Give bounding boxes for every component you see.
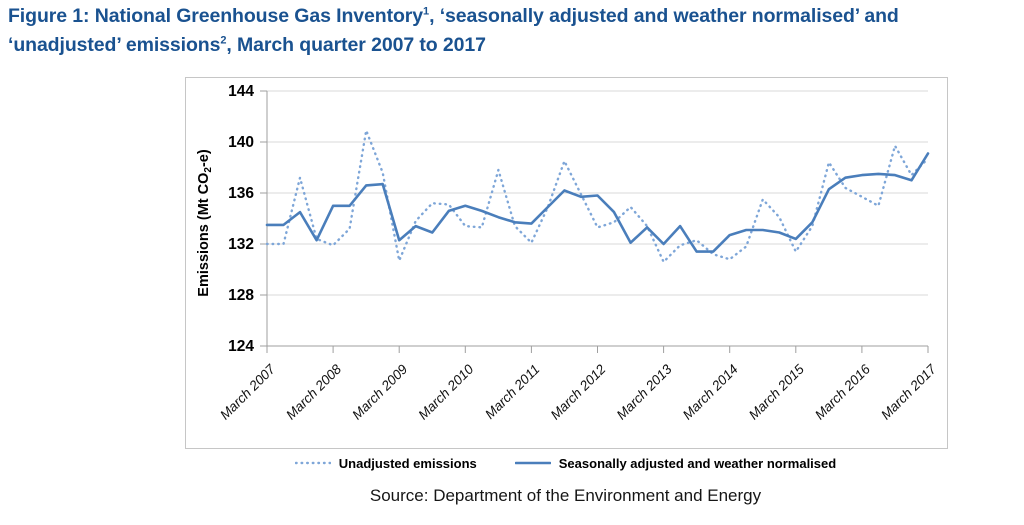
x-tick-label: March 2012 [548,361,609,422]
x-tick-label: March 2017 [878,361,939,422]
footnote-ref-2: 2 [220,34,227,47]
x-tick-label: March 2010 [415,361,476,422]
y-tick-label: 132 [228,236,254,253]
x-tick-label: March 2007 [217,361,278,422]
seasonal-series-line [265,152,930,253]
x-tick-label: March 2016 [812,361,873,422]
figure-title-text: Figure 1: National Greenhouse Gas Invent… [8,5,424,27]
figure-title-text-2: , ‘seasonally adjusted and weather norma… [8,5,899,56]
source-caption: Source: Department of the Environment an… [369,486,762,505]
legend-item-unadjusted: Unadjusted emissions [294,455,477,471]
y-tick-label: 144 [228,83,254,100]
legend-label-seasonal: Seasonally adjusted and weather normalis… [558,455,837,471]
y-tick-label: 124 [228,338,254,355]
figure-title: Figure 1: National Greenhouse Gas Invent… [8,2,1010,60]
x-tick-label: March 2013 [614,361,675,422]
chart-area: 124 128 132 136 140 144 March 2007 March 2008 Ma… [185,77,948,449]
footnote-ref-1: 1 [423,5,430,18]
legend-label-unadjusted: Unadjusted emissions [338,455,477,471]
chart-legend: Unadjusted emissions Seasonally adjusted… [185,453,946,473]
y-tick-label: 128 [228,287,254,304]
y-axis-title: Emissions (Mt CO2-e) [196,149,214,297]
figure-title-text-3: , March quarter 2007 to 2017 [226,34,486,56]
solid-line-swatch [514,461,551,465]
x-tick-label: March 2008 [283,361,344,422]
x-tick-label: March 2015 [746,361,807,422]
y-tick-label: 136 [228,185,254,202]
dotted-line-swatch [294,461,331,465]
legend-item-seasonal: Seasonally adjusted and weather normalis… [514,455,837,471]
y-tick-label: 140 [228,134,254,151]
x-tick-label: March 2014 [680,362,741,423]
unadjusted-series-line [265,129,930,264]
x-tick-label: March 2011 [482,362,542,422]
x-tick-label: March 2009 [349,361,410,422]
